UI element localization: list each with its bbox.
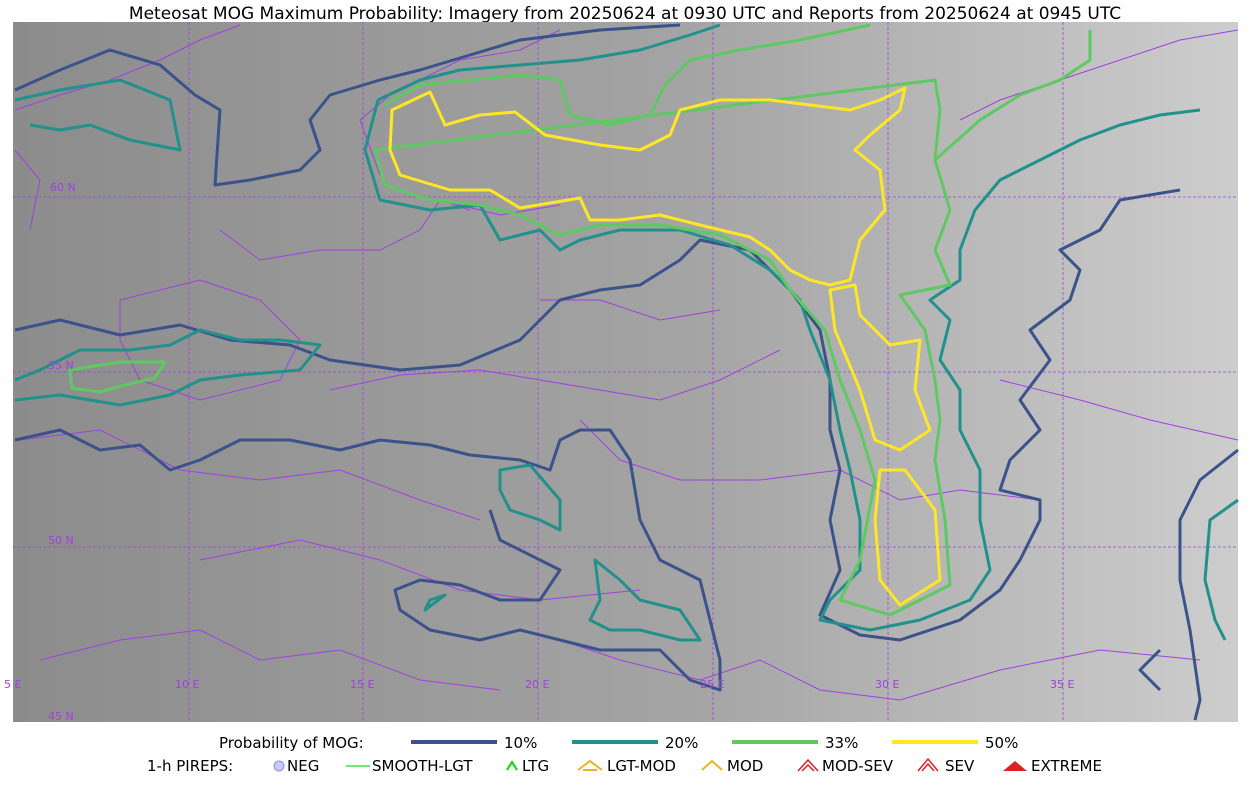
pirep-icon-mod [701, 759, 723, 771]
lon-label: 20 E [525, 678, 549, 691]
pirep-icon-sev [917, 757, 939, 772]
legend-label: MOD [727, 757, 763, 775]
lon-label: 15 E [350, 678, 374, 691]
pirep-icon-extreme [1003, 761, 1027, 771]
legend-label: NEG [287, 757, 319, 775]
lat-label: 55 N [48, 359, 74, 372]
lon-label: 35 E [1050, 678, 1074, 691]
pirep-icon-ltg [506, 760, 518, 771]
legend-label: 33% [825, 734, 858, 752]
lat-label: 50 N [48, 534, 74, 547]
legend-label: SEV [945, 757, 975, 775]
graticule [13, 22, 1238, 722]
legend-label: 50% [985, 734, 1018, 752]
lat-label: 45 N [48, 710, 74, 723]
coastline [14, 24, 1239, 701]
contours [14, 23, 1239, 721]
legend-label: 20% [665, 734, 698, 752]
legend-label: LTG [522, 757, 549, 775]
legend-label: LGT-MOD [607, 757, 676, 775]
lat-label: 60 N [50, 181, 76, 194]
legend-pireps: 1-h PIREPS: NEG SMOOTH-LGT LTG LGT-MOD MOD MO… [147, 757, 1102, 775]
lon-label: 25 E [700, 678, 724, 691]
geo-labels: 60 N 55 N 50 N 45 N 5 E 10 E 15 E 20 E 2… [4, 181, 1074, 723]
contour-33 [68, 23, 1092, 617]
legend-title: Probability of MOG: [219, 734, 364, 752]
pirep-icon-mod-sev [797, 758, 819, 772]
legend-label: MOD-SEV [822, 757, 894, 775]
contour-20 [14, 23, 1239, 642]
legend-title: 1-h PIREPS: [147, 757, 233, 775]
lon-label: 5 E [4, 678, 21, 691]
legend-label: SMOOTH-LGT [372, 757, 473, 775]
pirep-icon-neg [273, 760, 285, 772]
lon-label: 10 E [175, 678, 199, 691]
legend-label: 10% [504, 734, 537, 752]
title: Meteosat MOG Maximum Probability: Imager… [129, 4, 1121, 24]
legend-probability: Probability of MOG: 10% 20% 33% 50% [219, 734, 1018, 752]
coastlines [14, 24, 1239, 701]
contour-10 [14, 23, 1239, 721]
contour-50 [388, 86, 942, 607]
legend-label: EXTREME [1031, 757, 1102, 775]
lon-label: 30 E [875, 678, 899, 691]
pirep-icon-lgt-mod [577, 759, 603, 771]
